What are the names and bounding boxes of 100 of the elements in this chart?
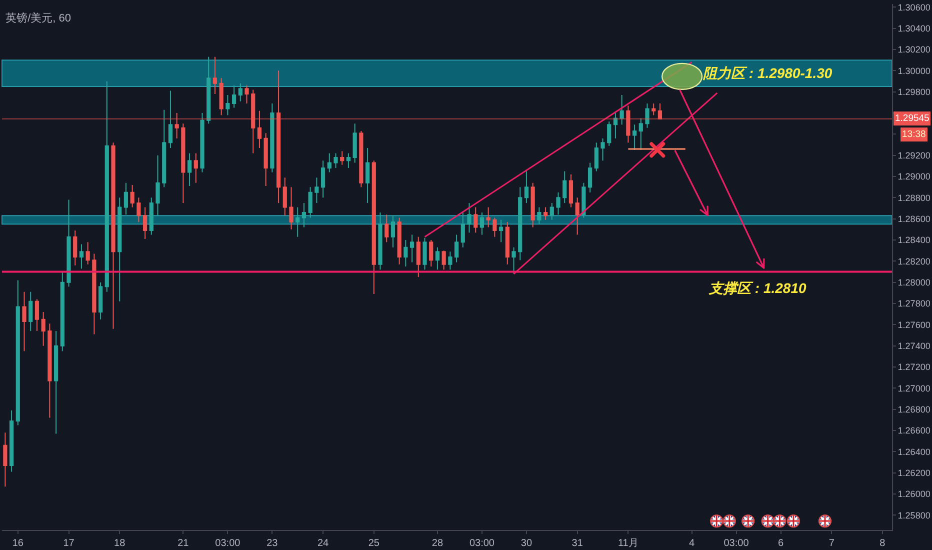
candlestick <box>48 323 52 418</box>
candlestick <box>200 112 204 173</box>
candlestick <box>652 102 656 116</box>
x-tick-label: 21 <box>178 538 190 549</box>
candlestick <box>594 142 598 172</box>
candlestick <box>352 123 357 164</box>
candlestick <box>632 124 637 151</box>
candlestick <box>492 217 497 238</box>
candlestick <box>530 182 535 228</box>
candlestick <box>320 160 326 198</box>
candlestick <box>142 206 148 240</box>
candlestick <box>435 246 440 270</box>
candlestick <box>168 90 173 148</box>
candlestick <box>219 78 224 116</box>
candlestick <box>626 105 630 144</box>
y-tick-label: 1.28400 <box>898 235 930 246</box>
candlestick <box>600 138 605 162</box>
candlestick <box>276 70 281 204</box>
candlestick <box>244 84 249 104</box>
candlestick <box>308 186 312 218</box>
candlestick <box>130 184 134 208</box>
candlestick <box>498 219 504 243</box>
y-tick-label: 1.29000 <box>898 172 930 182</box>
y-tick-label: 1.30200 <box>898 44 930 55</box>
candlestick <box>296 206 300 238</box>
y-tick-label: 1.28200 <box>898 256 930 266</box>
candlestick <box>238 82 242 102</box>
candlestick <box>460 212 465 248</box>
candlestick <box>556 192 560 216</box>
candlestick <box>289 186 294 230</box>
candlestick <box>582 182 586 218</box>
candlestick <box>194 152 198 184</box>
candlestick <box>454 234 459 263</box>
ref-line-label: 1.29545 <box>895 113 930 124</box>
candlestick <box>518 186 522 261</box>
candlestick <box>118 197 122 302</box>
candlestick <box>410 234 414 263</box>
candlestick <box>212 56 218 94</box>
text: 13:38 <box>902 129 926 140</box>
candlestick <box>372 160 376 294</box>
x-tick-label: 8 <box>880 538 886 549</box>
candlestick <box>327 152 332 173</box>
candlestick <box>537 206 542 225</box>
candlestick <box>251 89 256 154</box>
candlestick <box>613 112 618 139</box>
candlestick <box>302 202 306 228</box>
candlestick <box>181 123 186 204</box>
candlestick <box>73 230 78 266</box>
band-label: 阻力区 : 1.2980-1.30 <box>702 65 832 81</box>
x-tick-label: 23 <box>266 538 278 549</box>
candlestick <box>34 298 40 332</box>
candlestick <box>3 432 8 488</box>
y-tick-label: 1.30600 <box>898 2 930 12</box>
y-tick-label: 1.26400 <box>898 446 930 457</box>
candlestick <box>562 170 567 204</box>
x-tick-label: 03:00 <box>215 538 241 549</box>
candlestick <box>645 102 650 128</box>
candlestick <box>314 177 319 204</box>
x-tick-label: 03:00 <box>469 538 495 549</box>
candlestick <box>264 132 268 187</box>
candlestick <box>92 253 96 335</box>
candlestick <box>378 212 382 270</box>
candlestick <box>480 212 484 236</box>
x-tick-label: 30 <box>520 538 532 549</box>
candlestick <box>384 214 389 243</box>
y-tick-label: 1.26800 <box>898 404 930 414</box>
y-tick-label: 1.25800 <box>898 510 930 520</box>
candlestick <box>22 291 26 352</box>
y-tick-label: 1.26200 <box>898 468 930 478</box>
candlestick <box>429 240 434 267</box>
x-tick-label: 31 <box>572 538 584 549</box>
candlestick <box>550 202 554 220</box>
candlestick <box>543 206 548 220</box>
candlestick <box>340 150 344 166</box>
y-tick-label: 1.27000 <box>898 383 930 394</box>
candlestick <box>620 94 624 126</box>
candlestick <box>575 197 580 236</box>
y-tick-label: 1.29800 <box>898 86 930 97</box>
y-tick-label: 1.30000 <box>898 66 930 76</box>
x-tick-label: 17 <box>63 538 75 549</box>
x-tick-label: 03:00 <box>724 538 750 549</box>
candlestick <box>588 162 592 193</box>
candlestick <box>467 202 472 234</box>
candlestick <box>124 182 128 216</box>
ref-line-label: 支撑区 : 1.2810 <box>708 280 806 296</box>
candlestick <box>60 271 64 352</box>
candlestick <box>54 330 58 434</box>
x-tick-label: 18 <box>114 538 126 549</box>
candlestick <box>136 197 141 223</box>
y-tick-label: 1.28000 <box>898 278 930 288</box>
candlestick <box>98 282 103 320</box>
candlestick <box>282 177 287 216</box>
candlestick <box>226 94 230 116</box>
y-tick-label: 1.27600 <box>898 320 930 330</box>
candlestick <box>416 236 420 278</box>
candlestick <box>422 237 427 270</box>
candlestick <box>206 56 211 124</box>
candlestick <box>16 280 20 426</box>
y-tick-label: 1.27200 <box>898 362 930 372</box>
candlestick <box>79 244 84 270</box>
